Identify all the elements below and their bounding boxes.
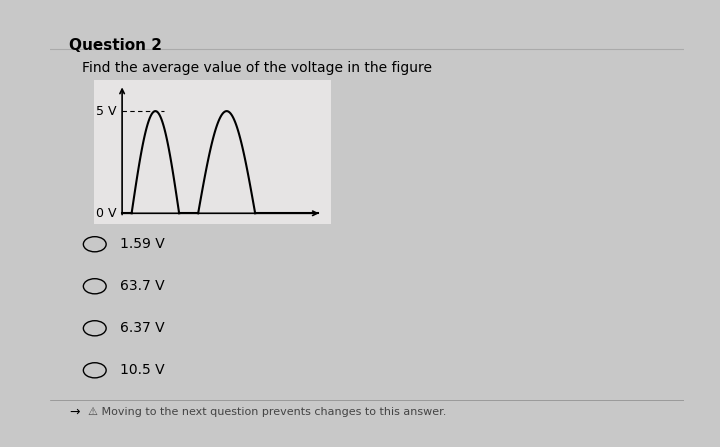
Text: Question 2: Question 2 <box>69 38 163 53</box>
Text: 5 V: 5 V <box>96 105 116 118</box>
Text: Find the average value of the voltage in the figure: Find the average value of the voltage in… <box>82 61 432 76</box>
Text: 1.59 V: 1.59 V <box>120 237 165 251</box>
Text: ⚠ Moving to the next question prevents changes to this answer.: ⚠ Moving to the next question prevents c… <box>89 407 447 417</box>
Text: 6.37 V: 6.37 V <box>120 321 165 335</box>
Text: 10.5 V: 10.5 V <box>120 363 165 377</box>
Text: →: → <box>69 406 80 419</box>
Text: 63.7 V: 63.7 V <box>120 279 165 293</box>
Text: 0 V: 0 V <box>96 207 116 220</box>
